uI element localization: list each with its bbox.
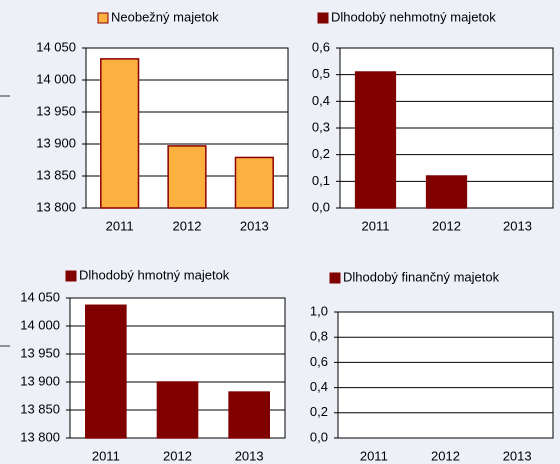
y-tick-label: 13 850 (20, 401, 60, 416)
y-tick-label: 13 900 (36, 135, 76, 150)
bar (234, 156, 274, 209)
y-tick-label: 0,6 (312, 39, 330, 54)
y-tick-label: 0,4 (312, 93, 330, 108)
bar (425, 175, 468, 209)
y-tick-label: 13 800 (20, 429, 60, 444)
legend-swatch (65, 270, 77, 282)
y-tick-label: 13 800 (36, 199, 76, 214)
bar (354, 71, 397, 209)
y-tick-label: 0,2 (312, 146, 330, 161)
y-tick-label: 1,0 (310, 303, 328, 318)
x-tick-label: 2011 (362, 218, 390, 233)
y-tick-label: 14 000 (36, 71, 76, 86)
bar (85, 304, 127, 439)
y-tick-label: 13 900 (20, 373, 60, 388)
y-tick-label: 13 850 (36, 167, 76, 182)
x-tick-label: 2012 (173, 218, 202, 233)
y-tick-label: 14 050 (36, 39, 76, 54)
y-tick-label: 0,0 (312, 199, 330, 214)
plot-area (337, 311, 554, 439)
x-tick-label: 2012 (431, 448, 460, 463)
legend-swatch (97, 12, 109, 24)
bar (156, 381, 199, 439)
x-tick-label: 2011 (92, 448, 120, 463)
x-tick-label: 2011 (106, 218, 134, 233)
y-tick-label: 0,1 (312, 173, 330, 188)
bar (100, 58, 140, 209)
legend-label: Dlhodobý finančný majetok (343, 269, 500, 284)
y-tick-label: 0,5 (312, 66, 330, 81)
y-tick-label: 0,8 (310, 329, 328, 344)
x-tick-label: 2013 (235, 448, 264, 463)
bar (228, 391, 270, 439)
x-tick-label: 2012 (163, 448, 192, 463)
legend-label: Dlhodobý hmotný majetok (79, 267, 230, 282)
x-tick-label: 2013 (503, 448, 532, 463)
y-tick-label: 13 950 (36, 103, 76, 118)
y-tick-label: 0,3 (312, 119, 330, 134)
bar (167, 145, 207, 209)
y-tick-label: 0,4 (310, 379, 328, 394)
x-tick-label: 2013 (503, 218, 532, 233)
x-tick-label: 2013 (240, 218, 269, 233)
y-tick-label: 0,0 (310, 429, 328, 444)
y-tick-label: 14 050 (20, 289, 60, 304)
legend-label: Neobežný majetok (111, 9, 219, 24)
y-tick-label: 0,2 (310, 404, 328, 419)
legend-swatch (329, 272, 341, 284)
legend-swatch (317, 12, 329, 24)
y-tick-label: 0,6 (310, 354, 328, 369)
x-tick-label: 2012 (432, 218, 461, 233)
x-tick-label: 2011 (360, 448, 388, 463)
y-tick-label: 13 950 (20, 345, 60, 360)
legend-label: Dlhodobý nehmotný majetok (331, 9, 496, 24)
y-tick-label: 14 000 (20, 317, 60, 332)
